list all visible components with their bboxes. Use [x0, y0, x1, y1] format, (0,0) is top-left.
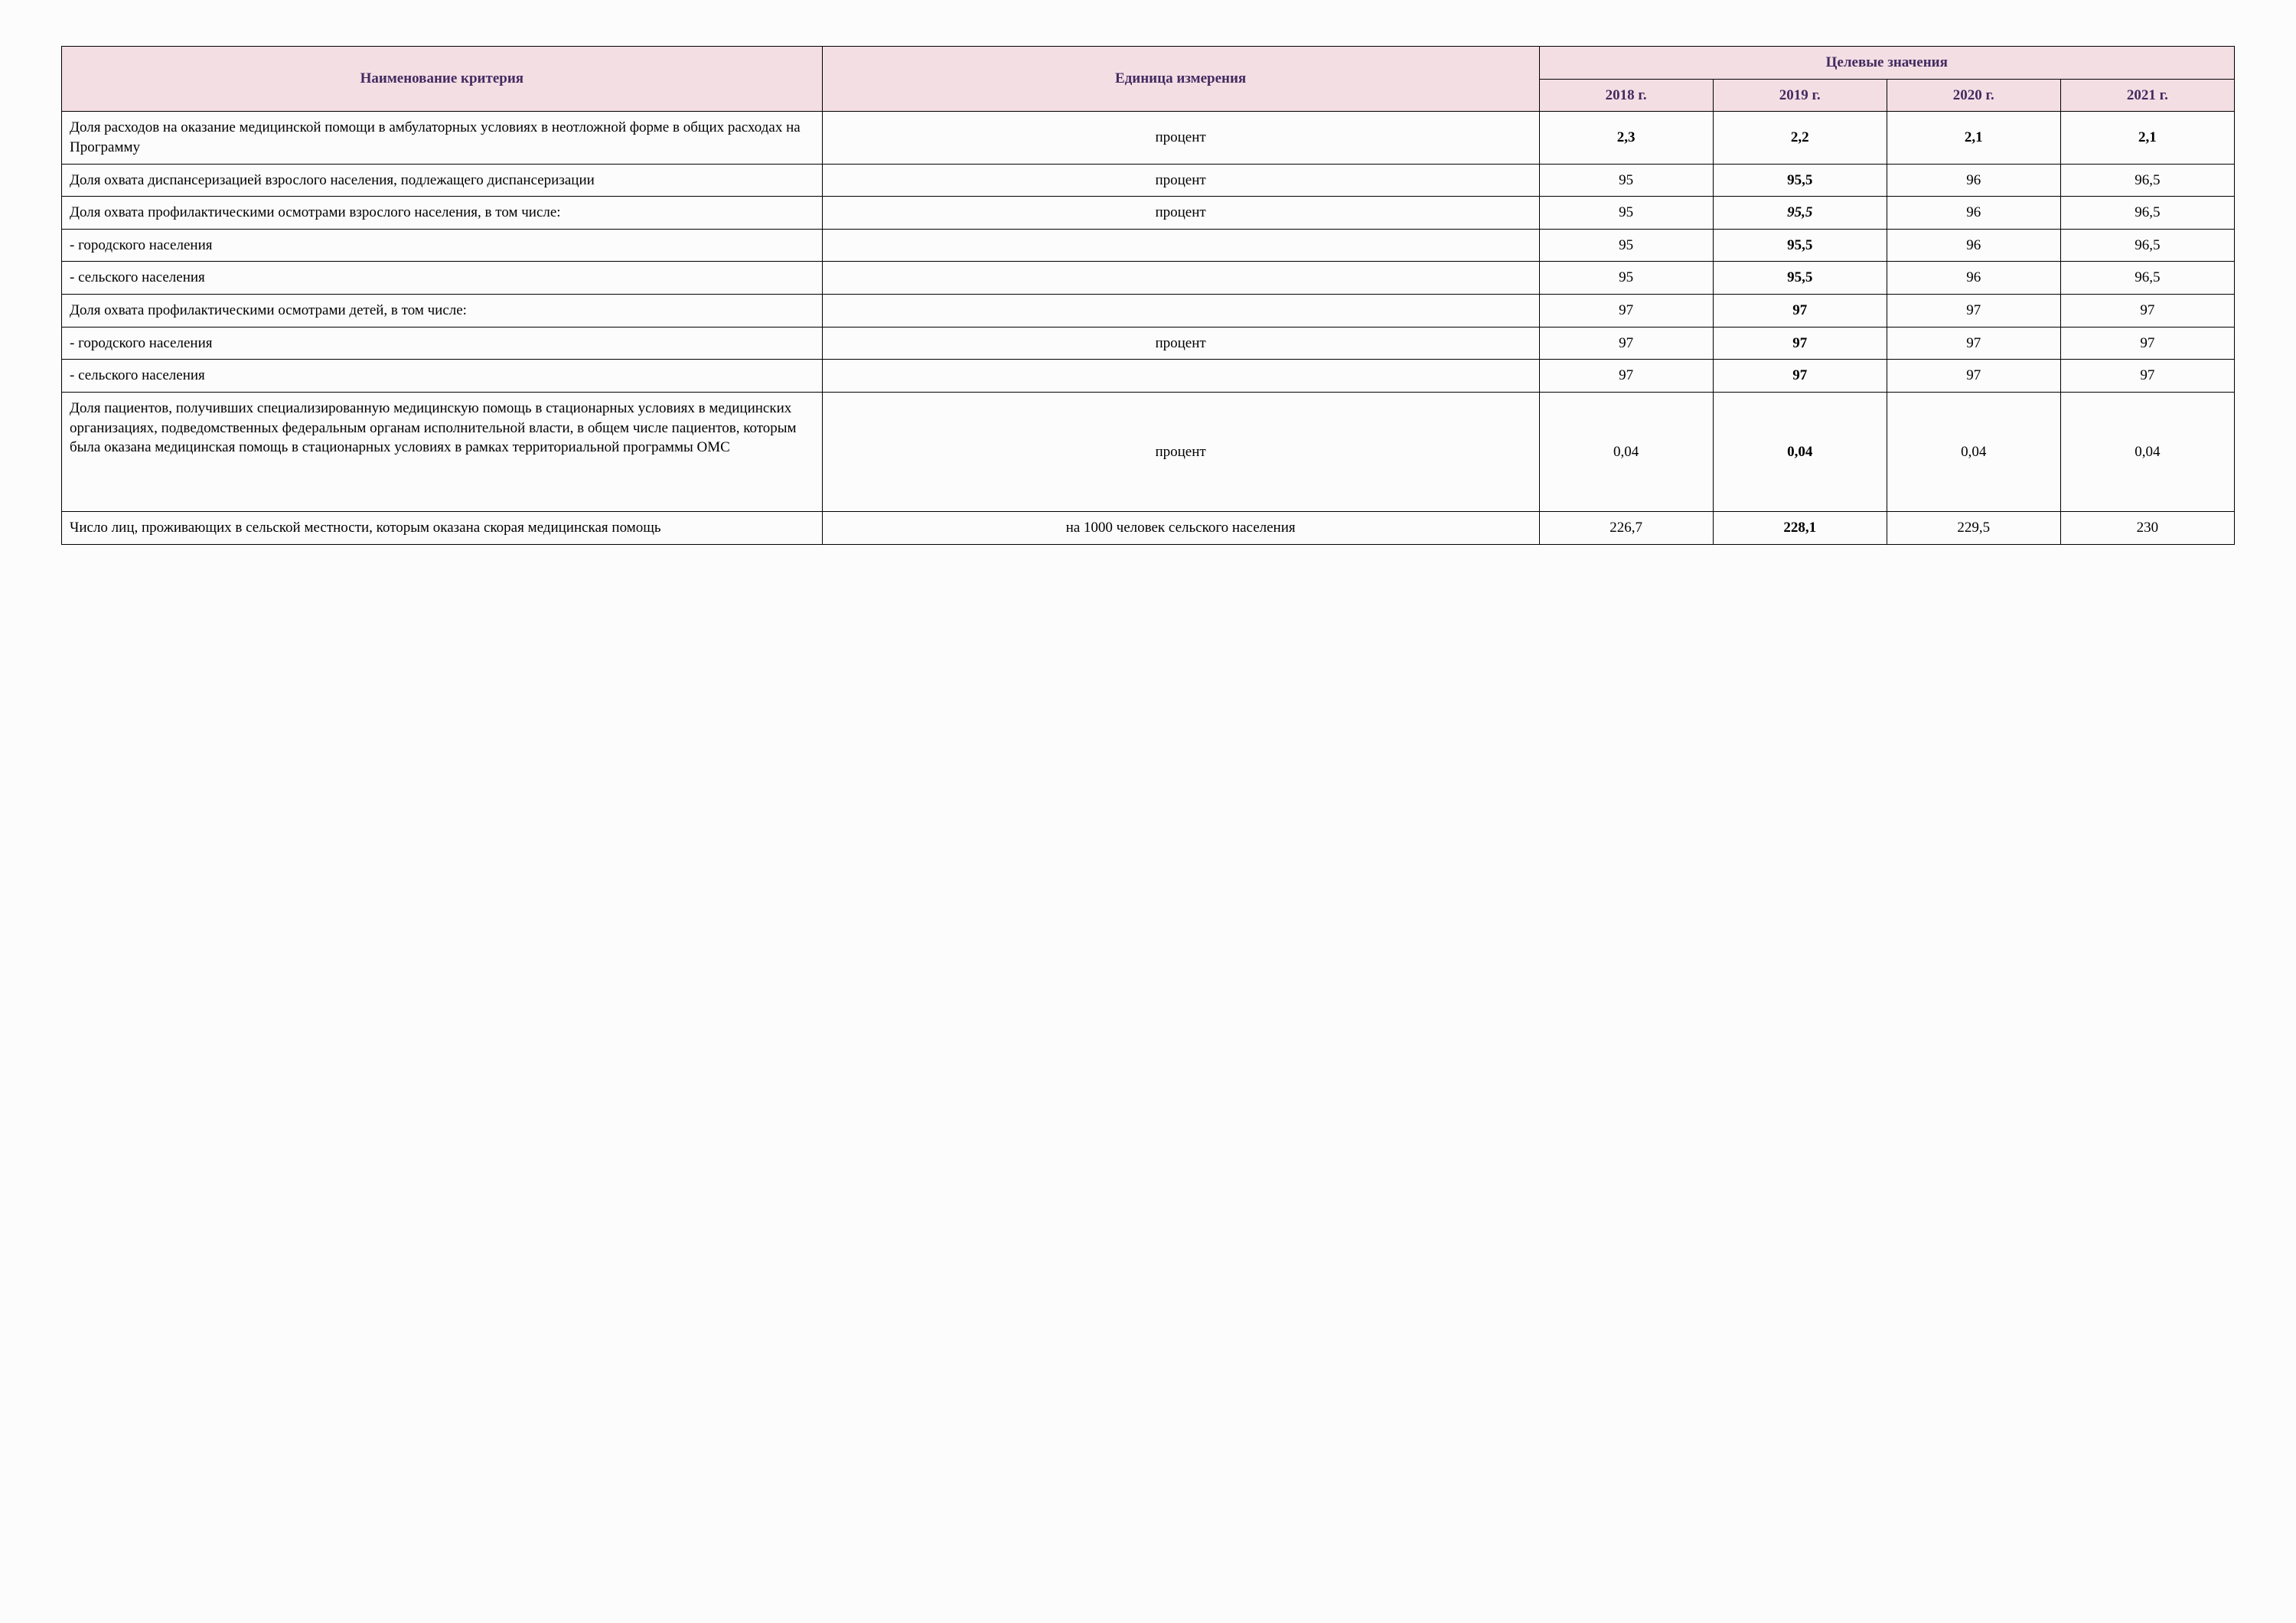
criterion-name: - сельского населения: [62, 360, 823, 393]
value-cell: 2,3: [1539, 112, 1713, 164]
value-cell: 0,04: [1887, 393, 2060, 512]
value-cell: 96: [1887, 229, 2060, 262]
unit-cell: [822, 295, 1539, 328]
criterion-name: - городского населения: [62, 327, 823, 360]
value-cell: 0,04: [1713, 393, 1887, 512]
criterion-name: - городского населения: [62, 229, 823, 262]
value-cell: 96,5: [2060, 164, 2234, 197]
header-year-2021: 2021 г.: [2060, 79, 2234, 112]
table-row: Доля расходов на оказание медицинской по…: [62, 112, 2235, 164]
table-row: - городского населенияпроцент97979797: [62, 327, 2235, 360]
table-row: Доля охвата диспансеризацией взрослого н…: [62, 164, 2235, 197]
table-body: Доля расходов на оказание медицинской по…: [62, 112, 2235, 544]
table-row: - сельского населения97979797: [62, 360, 2235, 393]
header-criterion: Наименование критерия: [62, 47, 823, 112]
unit-cell: на 1000 человек сельского населения: [822, 511, 1539, 544]
value-cell: 95: [1539, 229, 1713, 262]
unit-cell: [822, 262, 1539, 295]
table-row: Доля пациентов, получивших специализиров…: [62, 393, 2235, 512]
value-cell: 96,5: [2060, 229, 2234, 262]
criterion-name: Доля охвата диспансеризацией взрослого н…: [62, 164, 823, 197]
value-cell: 95,5: [1713, 197, 1887, 230]
value-cell: 228,1: [1713, 511, 1887, 544]
value-cell: 230: [2060, 511, 2234, 544]
value-cell: 2,2: [1713, 112, 1887, 164]
criterion-name: Доля расходов на оказание медицинской по…: [62, 112, 823, 164]
criterion-name: Доля пациентов, получивших специализиров…: [62, 393, 823, 512]
value-cell: 97: [1713, 327, 1887, 360]
header-year-2020: 2020 г.: [1887, 79, 2060, 112]
unit-cell: процент: [822, 393, 1539, 512]
value-cell: 95: [1539, 164, 1713, 197]
criterion-name: - сельского населения: [62, 262, 823, 295]
table-row: - сельского населения 9595,59696,5: [62, 262, 2235, 295]
value-cell: 96,5: [2060, 197, 2234, 230]
table-row: Доля охвата профилактическими осмотрами …: [62, 197, 2235, 230]
value-cell: 95: [1539, 197, 1713, 230]
value-cell: 95: [1539, 262, 1713, 295]
value-cell: 97: [1887, 360, 2060, 393]
value-cell: 0,04: [2060, 393, 2234, 512]
value-cell: 2,1: [1887, 112, 2060, 164]
value-cell: 229,5: [1887, 511, 2060, 544]
unit-cell: процент: [822, 197, 1539, 230]
criterion-name: Доля охвата профилактическими осмотрами …: [62, 295, 823, 328]
value-cell: 96: [1887, 164, 2060, 197]
value-cell: 95,5: [1713, 262, 1887, 295]
value-cell: 97: [2060, 360, 2234, 393]
unit-cell: процент: [822, 112, 1539, 164]
criterion-name: Число лиц, проживающих в сельской местно…: [62, 511, 823, 544]
value-cell: 2,1: [2060, 112, 2234, 164]
header-year-2019: 2019 г.: [1713, 79, 1887, 112]
value-cell: 97: [2060, 295, 2234, 328]
table-row: - городского населения 9595,59696,5: [62, 229, 2235, 262]
value-cell: 95,5: [1713, 229, 1887, 262]
unit-cell: процент: [822, 164, 1539, 197]
header-targets: Целевые значения: [1539, 47, 2234, 80]
criteria-table: Наименование критерия Единица измерения …: [61, 46, 2235, 545]
value-cell: 97: [1539, 295, 1713, 328]
value-cell: 97: [1539, 360, 1713, 393]
table-row: Доля охвата профилактическими осмотрами …: [62, 295, 2235, 328]
value-cell: 97: [1887, 295, 2060, 328]
value-cell: 95,5: [1713, 164, 1887, 197]
value-cell: 97: [1713, 295, 1887, 328]
value-cell: 96: [1887, 262, 2060, 295]
unit-cell: [822, 360, 1539, 393]
header-unit: Единица измерения: [822, 47, 1539, 112]
value-cell: 97: [1539, 327, 1713, 360]
value-cell: 97: [1713, 360, 1887, 393]
value-cell: 0,04: [1539, 393, 1713, 512]
value-cell: 96,5: [2060, 262, 2234, 295]
table-row: Число лиц, проживающих в сельской местно…: [62, 511, 2235, 544]
unit-cell: процент: [822, 327, 1539, 360]
value-cell: 96: [1887, 197, 2060, 230]
value-cell: 97: [1887, 327, 2060, 360]
value-cell: 226,7: [1539, 511, 1713, 544]
header-year-2018: 2018 г.: [1539, 79, 1713, 112]
value-cell: 97: [2060, 327, 2234, 360]
unit-cell: [822, 229, 1539, 262]
criterion-name: Доля охвата профилактическими осмотрами …: [62, 197, 823, 230]
